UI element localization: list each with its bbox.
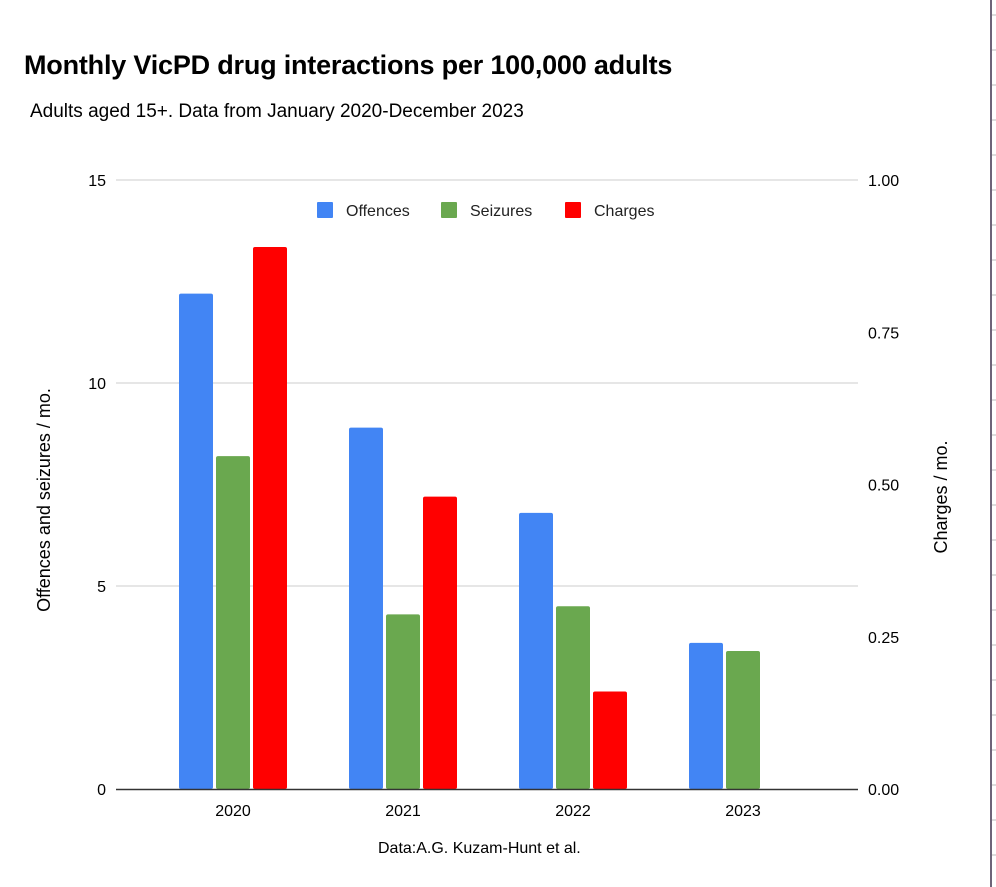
- x-axis-ticks: 2020 2021 2022 2023: [215, 803, 761, 820]
- chart-footer: Data:A.G. Kuzam-Hunt et al.: [378, 840, 581, 857]
- bars: [179, 246, 760, 790]
- left-tick-label: 15: [88, 173, 106, 190]
- right-tick-label: 0.50: [868, 478, 899, 495]
- legend-swatch: [565, 202, 581, 218]
- legend-swatch: [317, 202, 333, 218]
- left-tick-label: 0: [97, 782, 106, 799]
- legend-label: Seizures: [470, 203, 532, 220]
- bar-offences-2023: [689, 642, 723, 789]
- window-border: [990, 0, 992, 887]
- legend-swatch: [441, 202, 457, 218]
- legend-item-seizures: Seizures: [441, 202, 532, 220]
- row-border-ticks: [992, 14, 996, 856]
- bar-offences-2021: [349, 427, 383, 789]
- left-axis-label: Offences and seizures / mo.: [34, 388, 54, 612]
- bar-charges-2022: [593, 691, 627, 789]
- left-tick-label: 5: [97, 579, 106, 596]
- right-axis-ticks: 0.00 0.25 0.50 0.75 1.00: [868, 173, 899, 799]
- left-tick-label: 10: [88, 376, 106, 393]
- left-axis-ticks: 0 5 10 15: [88, 173, 106, 799]
- bar-charges-2021: [423, 496, 457, 789]
- legend-item-offences: Offences: [317, 202, 410, 220]
- right-tick-label: 0.25: [868, 630, 899, 647]
- legend-label: Offences: [346, 203, 410, 220]
- right-tick-label: 0.75: [868, 325, 899, 342]
- legend: Offences Seizures Charges: [317, 202, 654, 220]
- right-tick-label: 0.00: [868, 782, 899, 799]
- bar-seizures-2020: [216, 456, 250, 789]
- bar-charges-2020: [253, 246, 287, 790]
- bar-seizures-2023: [726, 650, 760, 789]
- right-tick-label: 1.00: [868, 173, 899, 190]
- legend-label: Charges: [594, 203, 654, 220]
- x-tick-label: 2020: [215, 803, 251, 820]
- x-tick-label: 2022: [555, 803, 591, 820]
- x-tick-label: 2021: [385, 803, 421, 820]
- bar-offences-2022: [519, 512, 553, 789]
- bar-seizures-2022: [556, 606, 590, 789]
- bar-seizures-2021: [386, 614, 420, 789]
- chart-title: Monthly VicPD drug interactions per 100,…: [24, 50, 673, 80]
- x-tick-label: 2023: [725, 803, 761, 820]
- legend-item-charges: Charges: [565, 202, 654, 220]
- bar-offences-2020: [179, 293, 213, 789]
- right-axis-label: Charges / mo.: [931, 440, 951, 553]
- chart-subtitle: Adults aged 15+. Data from January 2020-…: [30, 101, 524, 122]
